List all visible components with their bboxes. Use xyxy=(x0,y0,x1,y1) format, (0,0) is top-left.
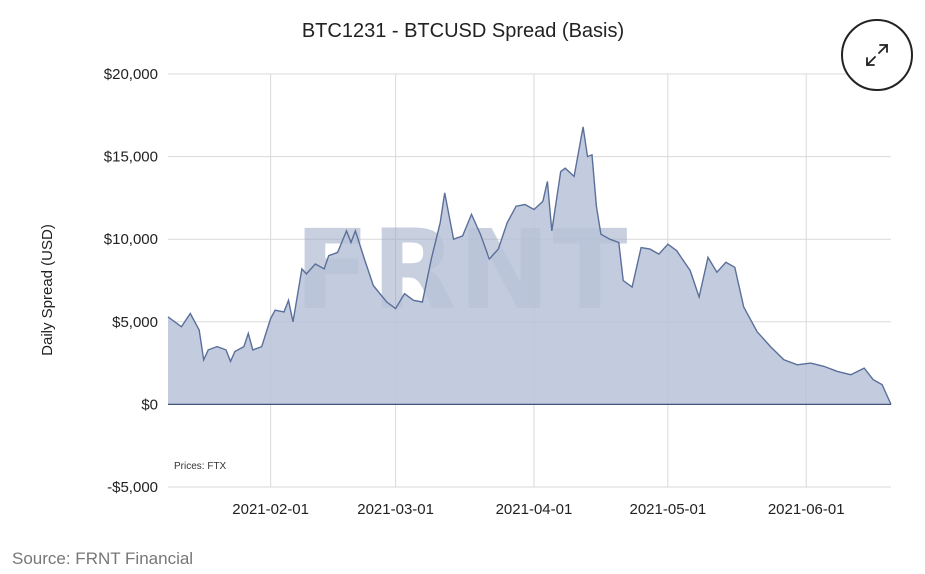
y-tick-label: $15,000 xyxy=(104,149,158,166)
x-tick-label: 2021-06-01 xyxy=(768,501,845,518)
series-area xyxy=(167,126,892,405)
source-caption: Source: FRNT Financial xyxy=(12,549,194,568)
expand-button[interactable] xyxy=(841,19,913,91)
y-tick-labels: -$5,000 $0 $5,000 $10,000 $15,000 $20,000 xyxy=(104,66,158,496)
y-tick-label: $5,000 xyxy=(112,314,158,331)
series-line xyxy=(167,126,892,405)
chart-title: BTC1231 - BTCUSD Spread (Basis) xyxy=(302,20,624,42)
x-tick-label: 2021-03-01 xyxy=(357,501,434,518)
x-tick-labels: 2021-02-01 2021-03-01 2021-04-01 2021-05-01… xyxy=(232,501,844,518)
expand-icon xyxy=(866,44,888,66)
series-area-fill xyxy=(168,126,891,405)
x-tick-label: 2021-04-01 xyxy=(496,501,573,518)
y-tick-label: $10,000 xyxy=(104,231,158,248)
y-axis-title: Daily Spread (USD) xyxy=(39,224,56,356)
y-tick-label: -$5,000 xyxy=(107,479,158,496)
y-tick-label: $0 xyxy=(141,396,158,413)
prices-credit: Prices: FTX xyxy=(174,461,227,472)
y-tick-label: $20,000 xyxy=(104,66,158,83)
x-tick-label: 2021-05-01 xyxy=(629,501,706,518)
x-tick-label: 2021-02-01 xyxy=(232,501,309,518)
